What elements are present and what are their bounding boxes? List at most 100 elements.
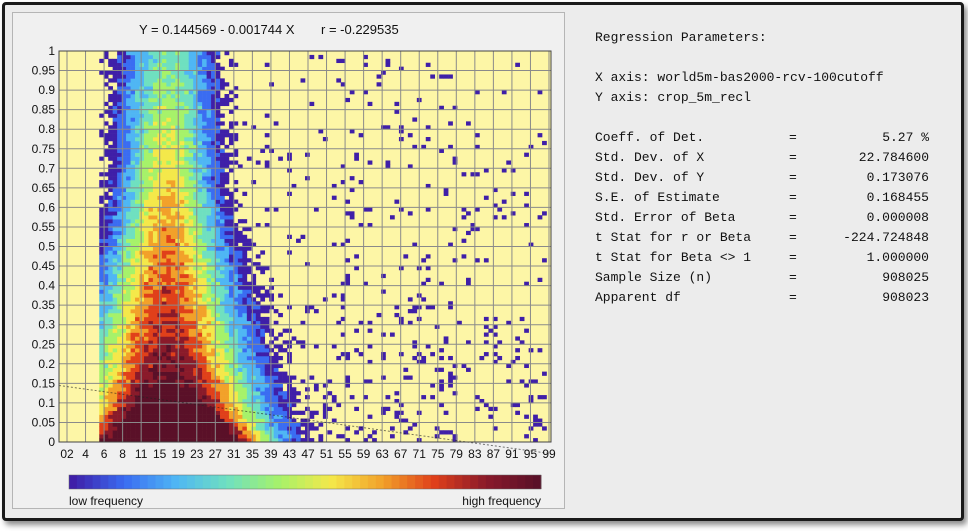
density-cell: [224, 152, 230, 157]
density-cell: [148, 387, 154, 392]
density-cell: [143, 113, 149, 118]
density-cell: [291, 438, 297, 443]
density-cell: [220, 430, 225, 435]
density-cell: [130, 367, 136, 372]
density-cell: [108, 172, 113, 177]
density-cell: [166, 406, 172, 412]
density-cell: [179, 375, 185, 380]
density-cell: [206, 62, 212, 67]
density-cell: [215, 344, 221, 349]
density-cell: [108, 324, 113, 329]
density-cell: [148, 391, 154, 396]
density-cell: [188, 172, 194, 177]
density-cell: [130, 51, 136, 56]
density-cell: [193, 379, 198, 384]
density-cell: [215, 289, 221, 294]
density-cell: [117, 391, 122, 396]
density-cell: [112, 414, 118, 419]
density-cell: [117, 219, 122, 224]
density-cell: [166, 434, 172, 439]
density-cell: [188, 74, 194, 79]
density-cell: [179, 74, 185, 79]
density-cell: [108, 309, 113, 314]
density-cell: [206, 414, 212, 419]
density-cell: [224, 426, 230, 431]
density-cell: [246, 426, 252, 431]
density-cell: [220, 238, 225, 243]
density-cell: [184, 183, 190, 189]
density-cell: [452, 391, 458, 396]
density-cell: [197, 363, 203, 369]
density-cell: [211, 363, 216, 369]
density-cell: [103, 359, 109, 365]
density-cell: [175, 113, 181, 118]
density-cell: [130, 101, 136, 107]
density-cell: [135, 160, 140, 165]
density-cell: [220, 113, 225, 118]
density-cell: [340, 305, 346, 310]
colorbar-border: [68, 474, 542, 490]
density-cell: [220, 324, 225, 329]
density-cell: [99, 199, 105, 204]
density-cell: [206, 140, 212, 146]
colorbar-segment: [312, 475, 322, 489]
density-cell: [264, 363, 270, 369]
density-cell: [170, 113, 176, 118]
x-axis-info: X axis: world5m-bas2000-rcv-100cutoff: [595, 70, 884, 85]
density-cell: [237, 375, 243, 380]
density-cell: [135, 148, 140, 153]
density-cell: [166, 58, 172, 64]
density-cell: [269, 277, 274, 282]
density-cell: [220, 340, 225, 345]
density-cell: [135, 293, 140, 298]
density-cell: [193, 140, 198, 146]
density-cell: [175, 379, 181, 384]
x-tick-label: 8: [119, 447, 126, 461]
density-cell: [99, 242, 105, 247]
density-cell: [170, 219, 176, 224]
density-cell: [224, 383, 230, 388]
density-cell: [528, 144, 534, 150]
density-cell: [152, 113, 158, 118]
density-cell: [170, 305, 176, 310]
density-cell: [170, 82, 176, 87]
density-cell: [381, 289, 386, 294]
density-cell: [152, 289, 158, 294]
density-cell: [211, 266, 216, 271]
density-cell: [349, 90, 355, 95]
colorbar-segment: [124, 475, 133, 489]
density-cell: [524, 414, 529, 419]
density-cell: [220, 383, 225, 388]
density-cell: [184, 379, 190, 384]
density-cell: [237, 379, 243, 384]
density-cell: [215, 199, 221, 204]
density-cell: [184, 422, 190, 427]
density-cell: [215, 328, 221, 333]
density-cell: [175, 238, 181, 243]
density-cell: [175, 418, 181, 423]
density-cell: [170, 297, 176, 302]
stats-row: t Stat for Beta <> 1 = 1.000000: [595, 250, 955, 270]
density-cell: [175, 144, 181, 150]
density-cell: [126, 398, 131, 404]
density-cell: [211, 58, 216, 64]
density-cell: [108, 211, 113, 216]
density-cell: [184, 254, 190, 259]
density-cell: [117, 316, 122, 322]
density-cell: [179, 430, 185, 435]
density-cell: [130, 226, 136, 232]
density-cell: [170, 86, 176, 91]
density-cell: [175, 289, 181, 294]
density-cell: [215, 51, 221, 56]
density-cell: [139, 109, 145, 114]
density-cell: [135, 383, 140, 388]
density-cell: [112, 74, 118, 79]
density-cell: [260, 426, 266, 431]
density-cell: [175, 387, 181, 392]
density-cell: [175, 109, 181, 114]
density-cell: [233, 383, 239, 388]
density-cell: [152, 121, 158, 126]
density-cell: [126, 113, 131, 118]
density-cell: [206, 101, 212, 107]
density-cell: [152, 273, 158, 279]
